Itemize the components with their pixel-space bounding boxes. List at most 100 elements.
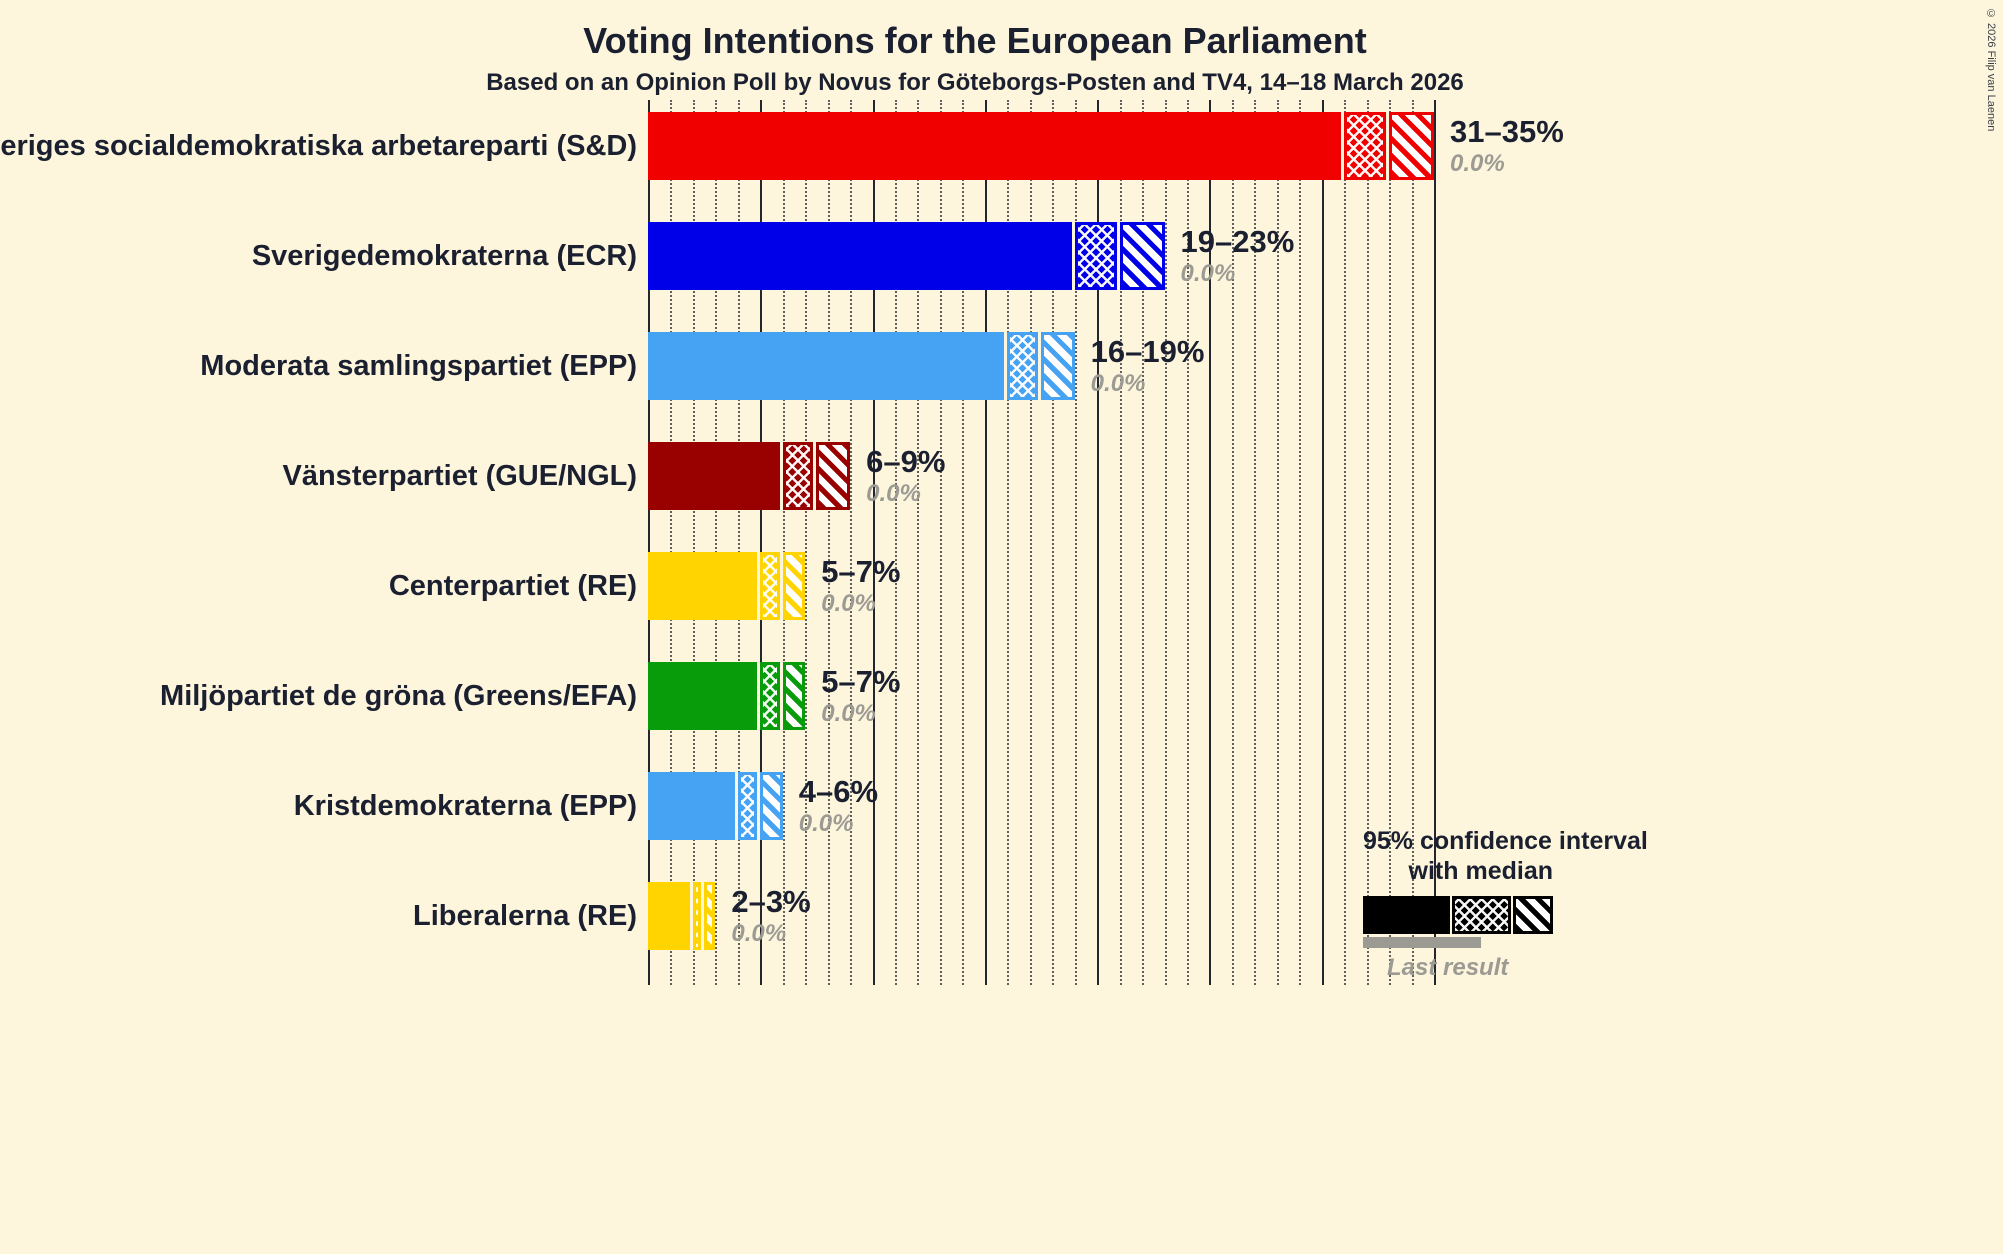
- bar-diagonal-segment: [760, 772, 783, 840]
- bar-diagonal-segment: [704, 882, 716, 950]
- gridline-minor: [1029, 100, 1032, 985]
- chart-row: Miljöpartiet de gröna (Greens/EFA) 5–7% 0.…: [0, 662, 2003, 730]
- last-result-label: 0.0%: [821, 700, 876, 727]
- bar-crosshatch-segment: [1344, 112, 1387, 180]
- gridline-major: [1321, 100, 1324, 985]
- legend-last-result-bar: [1363, 937, 1481, 948]
- gridline-minor: [715, 100, 718, 985]
- gridline-minor: [850, 100, 853, 985]
- party-label: Kristdemokraterna (EPP): [293, 789, 637, 822]
- gridline-minor: [805, 100, 808, 985]
- gridline-minor: [782, 100, 785, 985]
- legend-solid-segment: [1363, 896, 1450, 934]
- gridline-minor: [670, 100, 673, 985]
- gridline-minor: [1052, 100, 1055, 985]
- value-block: 19–23% 0.0%: [1181, 222, 1295, 290]
- gridline-minor: [1254, 100, 1257, 985]
- legend-crosshatch-segment: [1452, 896, 1512, 934]
- legend-line-1: 95% confidence interval: [1363, 827, 1648, 855]
- bar-crosshatch-segment: [782, 442, 814, 510]
- chart-row: Centerpartiet (RE) 5–7% 0.0%: [0, 552, 2003, 620]
- bar-solid-segment: [648, 442, 780, 510]
- bar-crosshatch-segment: [692, 882, 702, 950]
- chart-row: Sverigedemokraterna (ECR) 19–23% 0.0%: [0, 222, 2003, 290]
- gridline-major: [1433, 100, 1436, 985]
- gridline-minor: [1389, 100, 1392, 985]
- last-result-label: 0.0%: [821, 590, 876, 617]
- gridline-minor: [917, 100, 920, 985]
- copyright-notice: © 2026 Filip van Laenen: [1985, 8, 1997, 132]
- bar-crosshatch-segment: [737, 772, 758, 840]
- party-label: Moderata samlingspartiet (EPP): [200, 349, 637, 382]
- gridline-major: [1209, 100, 1212, 985]
- gridline-minor: [1142, 100, 1145, 985]
- bar-solid-segment: [648, 662, 758, 730]
- party-label: Centerpartiet (RE): [388, 569, 637, 602]
- bar-crosshatch-segment: [760, 662, 780, 730]
- gridline-major: [984, 100, 987, 985]
- party-label: Miljöpartiet de gröna (Greens/EFA): [160, 679, 637, 712]
- last-result-label: 0.0%: [731, 920, 787, 947]
- gridline-minor: [1344, 100, 1347, 985]
- ci-range-label: 2–3%: [731, 884, 811, 919]
- ci-range-label: 31–35%: [1449, 114, 1564, 149]
- gridline-minor: [827, 100, 830, 985]
- chart-row: Liberalerna (RE) 2–3% 0.0%: [0, 882, 2003, 950]
- value-block: 4–6% 0.0%: [799, 772, 878, 840]
- chart-row: Moderata samlingspartiet (EPP) 16–19% 0.0%: [0, 332, 2003, 400]
- gridline-major: [648, 100, 650, 985]
- party-label: Sveriges socialdemokratiska arbetarepart…: [0, 129, 637, 162]
- ci-range-label: 19–23%: [1180, 224, 1295, 259]
- gridline-minor: [692, 100, 695, 985]
- value-block: 2–3% 0.0%: [731, 882, 810, 950]
- last-result-label: 0.0%: [1180, 260, 1236, 287]
- ci-range-label: 16–19%: [1090, 334, 1205, 369]
- party-label: Liberalerna (RE): [413, 899, 637, 932]
- ci-range-label: 5–7%: [821, 554, 901, 589]
- value-block: 5–7% 0.0%: [821, 662, 900, 730]
- bar-solid-segment: [648, 772, 735, 840]
- ci-range-label: 5–7%: [821, 664, 901, 699]
- gridline-minor: [1299, 100, 1302, 985]
- party-label: Vänsterpartiet (GUE/NGL): [282, 459, 638, 492]
- bar-diagonal-segment: [1119, 222, 1165, 290]
- bar-crosshatch-segment: [1007, 332, 1038, 400]
- gridline-major: [872, 100, 875, 985]
- chart-title: Voting Intentions for the European Parli…: [583, 20, 1367, 61]
- bar-diagonal-segment: [1040, 332, 1075, 400]
- chart-row: Vänsterpartiet (GUE/NGL) 6–9% 0.0%: [0, 442, 2003, 510]
- bar-solid-segment: [648, 222, 1072, 290]
- bar-diagonal-segment: [1389, 112, 1434, 180]
- chart-subtitle: Based on an Opinion Poll by Novus for Gö…: [486, 69, 1464, 96]
- bar-solid-segment: [648, 112, 1342, 180]
- value-block: 5–7% 0.0%: [821, 552, 900, 620]
- value-block: 6–9% 0.0%: [866, 442, 945, 510]
- gridline-minor: [895, 100, 898, 985]
- gridline-minor: [962, 100, 965, 985]
- ci-range-label: 6–9%: [866, 444, 946, 479]
- gridline-minor: [737, 100, 740, 985]
- legend-line-2: with median: [1408, 857, 1553, 885]
- chart-row: Sveriges socialdemokratiska arbetarepart…: [0, 112, 2003, 180]
- last-result-label: 0.0%: [798, 810, 854, 837]
- legend-last-result-label: Last result: [1387, 954, 1509, 981]
- last-result-label: 0.0%: [1090, 370, 1146, 397]
- last-result-label: 0.0%: [866, 480, 921, 507]
- confidence-interval-legend: 95% confidence interval with median Last…: [1363, 826, 1648, 982]
- ci-range-label: 4–6%: [798, 774, 879, 809]
- value-block: 16–19% 0.0%: [1091, 332, 1205, 400]
- last-result-label: 0.0%: [1449, 150, 1505, 177]
- gridline-minor: [1186, 100, 1189, 985]
- gridline-minor: [1164, 100, 1167, 985]
- bar-crosshatch-segment: [760, 552, 780, 620]
- party-label: Sverigedemokraterna (ECR): [251, 239, 637, 272]
- gridline-minor: [1366, 100, 1369, 985]
- bar-diagonal-segment: [782, 552, 806, 620]
- bar-solid-segment: [648, 332, 1005, 400]
- bar-diagonal-segment: [816, 442, 851, 510]
- bar-solid-segment: [648, 882, 690, 950]
- gridline-minor: [1276, 100, 1279, 985]
- gridline-minor: [939, 100, 942, 985]
- value-block: 31–35% 0.0%: [1450, 112, 1564, 180]
